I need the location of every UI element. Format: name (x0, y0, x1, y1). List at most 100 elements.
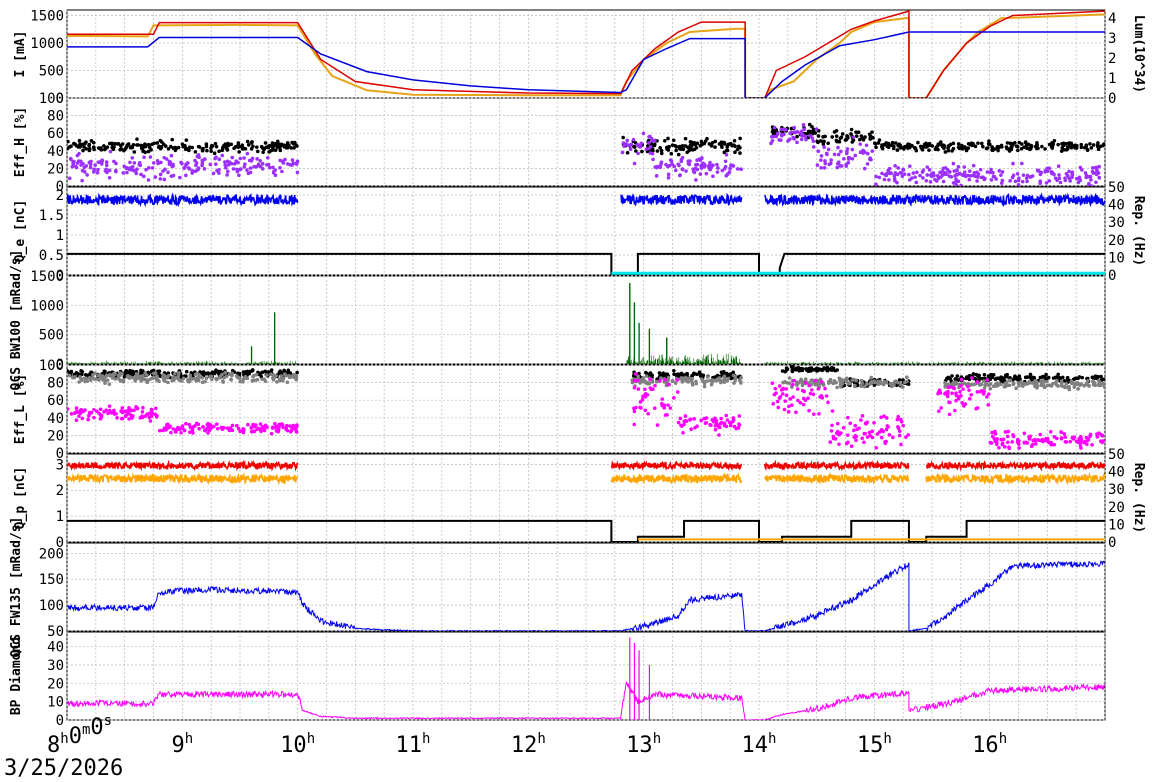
scatter-point-0 (820, 368, 824, 373)
scatter-point-2 (899, 419, 904, 424)
scatter-point-0 (213, 141, 218, 146)
y-right-tick-label: 4 (1108, 11, 1116, 27)
scatter-point-1 (700, 156, 704, 160)
y-tick-label: 0 (56, 91, 64, 107)
scatter-point-1 (865, 162, 870, 166)
scatter-point-2 (270, 425, 275, 430)
left-axis-label: QCS BW100 [mRad/s] (9, 250, 24, 391)
scatter-point-0 (150, 142, 154, 147)
scatter-point-1 (1047, 383, 1052, 387)
scatter-point-1 (221, 379, 225, 383)
scatter-point-0 (939, 142, 943, 147)
scatter-point-0 (927, 148, 931, 152)
y-tick-label: 60 (47, 126, 64, 142)
scatter-point-2 (69, 412, 74, 416)
scatter-point-1 (223, 160, 227, 164)
scatter-point-0 (1079, 145, 1084, 150)
scatter-point-1 (164, 375, 168, 379)
scatter-point-1 (100, 158, 104, 162)
y-tick-label: 100 (39, 598, 64, 614)
y-tick-label: 20 (47, 676, 64, 692)
scatter-point-0 (924, 141, 928, 146)
scatter-point-1 (84, 164, 89, 168)
scatter-point-0 (686, 145, 691, 149)
scatter-point-1 (200, 158, 205, 163)
scatter-point-2 (725, 418, 730, 422)
scatter-point-0 (785, 367, 790, 372)
scatter-point-1 (927, 168, 932, 172)
scatter-point-1 (230, 371, 235, 376)
scatter-point-1 (113, 377, 118, 381)
scatter-point-1 (245, 151, 250, 156)
scatter-point-1 (1091, 171, 1096, 175)
scatter-point-1 (197, 155, 201, 160)
scatter-point-1 (850, 147, 855, 152)
scatter-point-1 (739, 381, 743, 385)
scatter-point-2 (273, 421, 277, 426)
scatter-point-2 (221, 425, 226, 430)
scatter-point-2 (1090, 443, 1094, 447)
scatter-point-2 (1088, 432, 1093, 437)
scatter-point-0 (295, 370, 299, 375)
scatter-point-0 (161, 142, 166, 146)
scatter-point-1 (988, 386, 993, 391)
scatter-point-1 (1002, 384, 1007, 389)
scatter-point-1 (783, 380, 787, 384)
series-line-0 (67, 680, 1105, 720)
scatter-point-2 (1003, 445, 1007, 449)
scatter-point-0 (956, 145, 961, 150)
scatter-point-0 (625, 150, 630, 155)
scatter-point-2 (254, 423, 258, 427)
scatter-point-2 (774, 391, 778, 396)
scatter-point-2 (776, 405, 781, 410)
scatter-point-2 (845, 433, 850, 437)
scatter-point-2 (190, 428, 195, 432)
scatter-point-1 (213, 162, 218, 166)
scatter-point-1 (1086, 383, 1091, 388)
left-axis-label: Eff_H [%] (13, 107, 28, 177)
scatter-point-1 (811, 139, 816, 144)
scatter-point-0 (249, 369, 254, 373)
scatter-point-1 (1020, 161, 1024, 166)
scatter-point-0 (895, 148, 900, 152)
scatter-point-0 (970, 143, 975, 148)
scatter-point-0 (695, 372, 699, 377)
scatter-point-1 (642, 378, 646, 382)
scatter-point-0 (845, 136, 850, 140)
scatter-point-0 (1099, 374, 1103, 379)
scatter-point-0 (796, 366, 801, 370)
scatter-point-2 (104, 408, 108, 412)
scatter-point-1 (645, 381, 650, 385)
scatter-point-1 (99, 376, 103, 380)
scatter-point-0 (1060, 375, 1065, 380)
scatter-point-2 (1033, 442, 1038, 446)
band-0 (67, 459, 299, 472)
scatter-point-1 (210, 377, 214, 382)
band-0 (610, 460, 743, 472)
scatter-point-1 (156, 161, 160, 166)
scatter-point-2 (181, 426, 185, 431)
scatter-point-1 (839, 149, 843, 154)
scatter-point-0 (723, 142, 727, 146)
scatter-point-1 (641, 131, 646, 136)
scatter-point-2 (288, 424, 292, 428)
scatter-point-2 (1052, 435, 1057, 439)
scatter-point-2 (829, 429, 834, 433)
scatter-point-0 (676, 372, 680, 376)
scatter-point-0 (237, 144, 241, 149)
scatter-point-1 (96, 160, 101, 165)
scatter-point-2 (668, 406, 673, 410)
scatter-point-2 (169, 430, 173, 435)
scatter-point-2 (734, 426, 739, 431)
scatter-point-2 (967, 388, 971, 392)
scatter-point-0 (662, 138, 667, 143)
scatter-point-1 (827, 162, 832, 167)
scatter-point-2 (660, 401, 664, 406)
scatter-point-0 (705, 136, 709, 141)
scatter-point-2 (666, 382, 671, 387)
scatter-point-2 (161, 428, 165, 433)
scatter-point-0 (1060, 145, 1065, 150)
scatter-point-2 (285, 428, 290, 433)
